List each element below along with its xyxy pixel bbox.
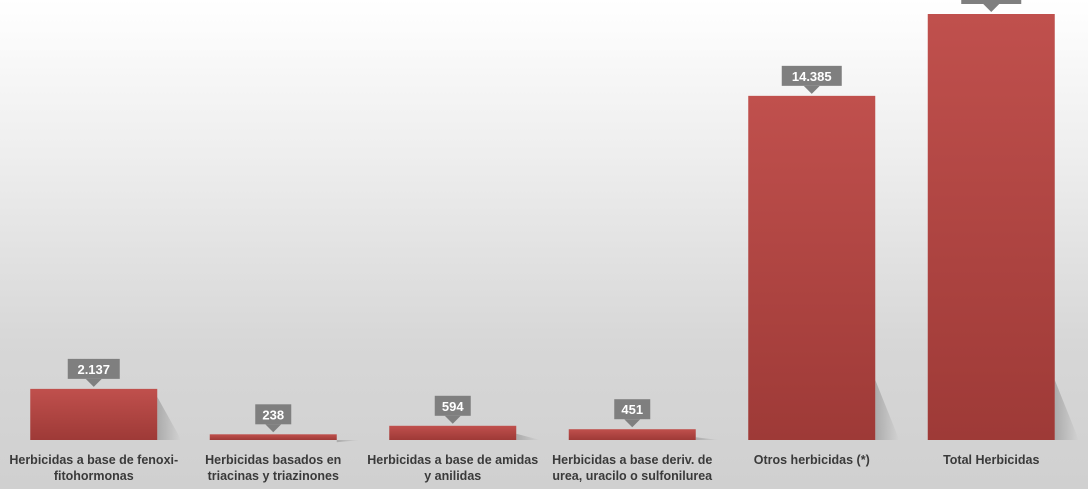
data-label-5: 14.385 bbox=[781, 65, 842, 94]
data-label-pointer bbox=[265, 424, 282, 433]
x-tick-label: Total Herbicidas bbox=[943, 453, 1040, 467]
data-label-box bbox=[961, 0, 1022, 4]
data-label-box bbox=[781, 65, 842, 86]
x-tick-label: Herbicidas basados en triacinas y triazi… bbox=[205, 453, 342, 483]
bar-shadow bbox=[1054, 380, 1079, 440]
data-label-box bbox=[255, 404, 292, 425]
bar-4 bbox=[568, 429, 696, 440]
bar-2 bbox=[209, 434, 337, 440]
data-labels-group: 2.137 238 594 451 14.385 17.806 bbox=[67, 0, 1022, 433]
data-label-text: 2.137 bbox=[77, 362, 110, 377]
data-label-box bbox=[434, 395, 471, 416]
bar-shadow bbox=[157, 396, 182, 440]
x-tick-label: Otros herbicidas (*) bbox=[753, 453, 870, 467]
bars-group bbox=[30, 14, 1079, 443]
data-label-box bbox=[67, 358, 120, 379]
data-label-text: 451 bbox=[621, 402, 643, 417]
data-label-text: 594 bbox=[442, 399, 464, 414]
data-label-pointer bbox=[983, 4, 1000, 12]
data-label-6: 17.806 bbox=[961, 0, 1022, 12]
bar-6 bbox=[927, 14, 1055, 440]
x-tick-label: Herbicidas a base de amidas y anilidas bbox=[367, 453, 539, 483]
data-label-text: 238 bbox=[262, 407, 284, 422]
x-tick-label: Herbicidas a base de fenoxi-fitohormonas bbox=[9, 453, 179, 483]
x-tick-label: Herbicidas a base deriv. de urea, uracil… bbox=[552, 453, 713, 483]
data-label-2: 238 bbox=[255, 404, 292, 433]
bar-shadow bbox=[516, 433, 541, 440]
data-label-3: 594 bbox=[434, 395, 471, 424]
bar-shadow bbox=[695, 437, 720, 440]
data-label-text: 17.806 bbox=[971, 0, 1011, 2]
bar-shadow bbox=[875, 380, 900, 440]
data-label-pointer bbox=[85, 378, 102, 387]
data-label-text: 14.385 bbox=[792, 69, 832, 84]
bar-shadow bbox=[336, 440, 361, 443]
data-label-4: 451 bbox=[614, 399, 651, 428]
data-label-1: 2.137 bbox=[67, 358, 120, 387]
bar-5 bbox=[748, 95, 876, 441]
data-label-pointer bbox=[444, 415, 461, 424]
bar-3 bbox=[389, 425, 517, 440]
data-label-box bbox=[614, 399, 651, 420]
bar-1 bbox=[30, 388, 158, 440]
data-label-pointer bbox=[624, 419, 641, 428]
data-label-pointer bbox=[803, 85, 820, 94]
